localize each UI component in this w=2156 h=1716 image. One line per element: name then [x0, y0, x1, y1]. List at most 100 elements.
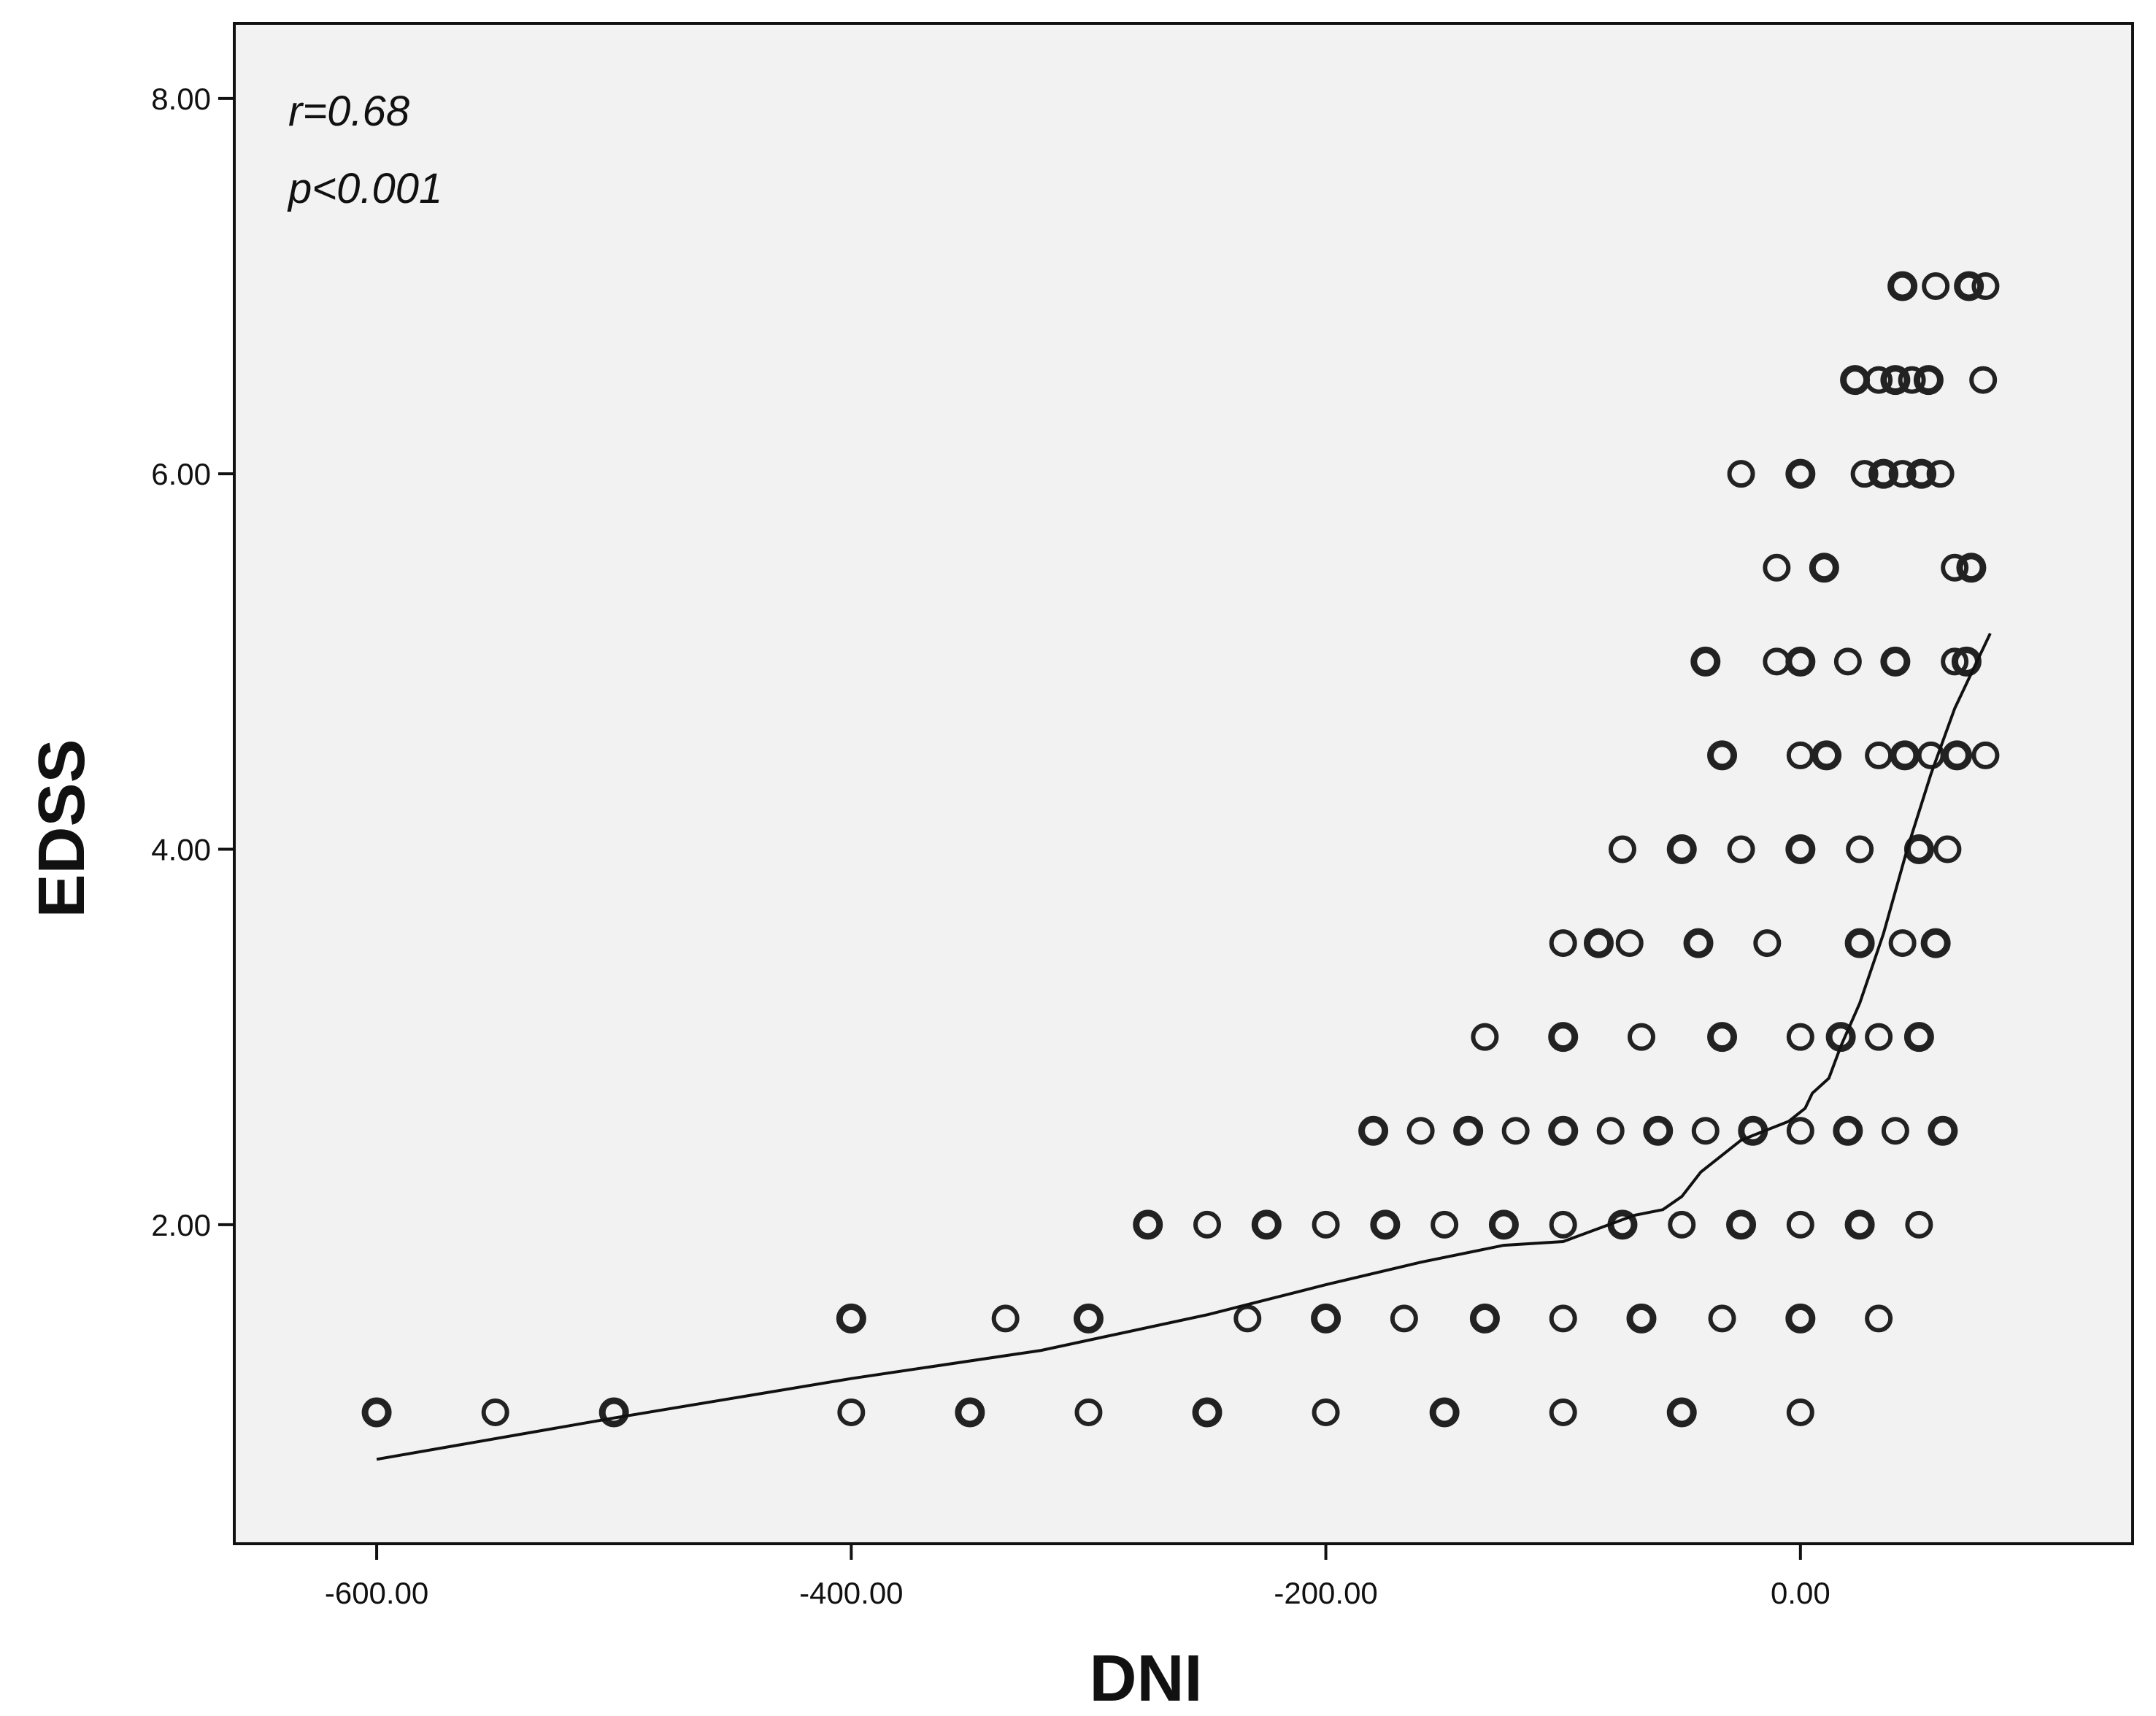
x-tick-label: -200.00 — [1274, 1576, 1377, 1610]
data-point — [1926, 460, 1955, 488]
y-axis-title: EDSS — [26, 739, 99, 917]
data-point — [1763, 553, 1791, 582]
plot-area — [234, 23, 2133, 1544]
data-point — [1666, 1397, 1697, 1428]
data-point — [1390, 1304, 1418, 1333]
data-point — [1627, 1023, 1655, 1051]
data-point — [1868, 458, 1899, 489]
data-point — [1865, 1023, 1893, 1051]
data-point — [1846, 835, 1874, 863]
data-point — [1311, 1303, 1341, 1334]
x-axis-title: DNI — [1090, 1642, 1203, 1715]
data-point — [1785, 646, 1816, 677]
data-point — [1726, 1209, 1757, 1240]
data-point — [1501, 1117, 1530, 1145]
data-point — [1471, 1023, 1499, 1051]
data-point — [1643, 1115, 1674, 1146]
plot-frame — [233, 22, 2134, 1545]
data-point — [1691, 1117, 1720, 1145]
y-tick-label: 2.00 — [151, 1208, 211, 1242]
fit-line — [376, 632, 1992, 1461]
data-point — [1786, 1117, 1814, 1145]
data-point — [1833, 1115, 1863, 1146]
data-point — [1193, 1210, 1222, 1239]
data-point — [598, 1397, 629, 1428]
data-point — [1812, 740, 1842, 771]
data-point — [1615, 929, 1644, 958]
data-point — [837, 1398, 866, 1426]
data-point — [1370, 1209, 1401, 1240]
data-point — [1928, 1115, 1958, 1146]
annotation-r: r=0.68 — [288, 88, 409, 135]
data-point — [1969, 366, 1998, 394]
data-point — [1668, 1210, 1696, 1239]
data-point — [1922, 272, 1950, 301]
data-point — [1785, 834, 1816, 865]
axis-ticks: -600.00 -400.00 -200.00 0.00 2.00 4.00 6.00 8.0… — [151, 82, 1830, 1610]
data-point — [1192, 1397, 1223, 1428]
data-point — [1888, 929, 1917, 958]
data-point — [1469, 1303, 1500, 1334]
data-point — [1312, 1210, 1340, 1239]
data-point — [1954, 271, 1984, 301]
data-point — [1850, 460, 1879, 488]
data-point — [1913, 365, 1944, 396]
data-point — [1074, 1398, 1103, 1426]
data-point — [1626, 1303, 1657, 1334]
x-tick-label: -600.00 — [325, 1576, 428, 1610]
data-point — [1880, 646, 1911, 677]
data-point — [1548, 1115, 1579, 1146]
x-tick-label: 0.00 — [1771, 1576, 1830, 1610]
data-point — [1905, 1210, 1933, 1239]
data-point — [1429, 1397, 1460, 1428]
data-point — [1549, 1398, 1577, 1426]
y-tick-label: 4.00 — [151, 833, 211, 867]
data-point — [1583, 928, 1614, 958]
data-point — [1880, 365, 1911, 396]
data-point — [1809, 553, 1839, 583]
data-point — [1844, 928, 1875, 958]
data-point — [1488, 1209, 1519, 1240]
data-point — [1865, 366, 1893, 394]
data-point — [1727, 835, 1755, 863]
data-point — [1833, 647, 1862, 676]
data-point — [1707, 740, 1738, 771]
data-point — [1941, 740, 1972, 771]
data-point — [1956, 553, 1987, 583]
data-point — [1708, 1304, 1736, 1333]
data-point — [1548, 1022, 1579, 1053]
data-point — [1898, 366, 1926, 394]
data-point — [1666, 834, 1697, 865]
data-point — [1549, 1210, 1577, 1239]
data-point — [1727, 460, 1755, 488]
data-point — [955, 1397, 985, 1428]
data-point — [1890, 740, 1920, 771]
data-point — [1406, 1117, 1435, 1145]
data-point — [1549, 1304, 1577, 1333]
data-point — [1549, 929, 1577, 958]
data-point — [1786, 1210, 1814, 1239]
data-point — [1251, 1209, 1282, 1240]
y-tick-label: 8.00 — [151, 82, 211, 116]
data-point — [1933, 835, 1962, 863]
data-point — [1785, 458, 1816, 489]
data-point — [1844, 1209, 1875, 1240]
data-point — [1753, 929, 1782, 958]
data-point — [1683, 928, 1714, 958]
data-point — [836, 1303, 866, 1334]
data-point — [1690, 646, 1721, 677]
data-point — [1903, 1022, 1934, 1053]
data-point — [1453, 1115, 1484, 1146]
data-point — [1888, 460, 1917, 488]
fit-line-layer — [376, 632, 1992, 1461]
data-point — [1312, 1398, 1340, 1426]
data-point — [1707, 1022, 1738, 1053]
data-point — [1786, 1023, 1814, 1051]
data-point — [1233, 1304, 1262, 1333]
data-point — [1608, 835, 1636, 863]
data-point — [1786, 1398, 1814, 1426]
data-point — [1431, 1210, 1459, 1239]
data-point — [1596, 1117, 1625, 1145]
data-point — [1941, 553, 1969, 582]
